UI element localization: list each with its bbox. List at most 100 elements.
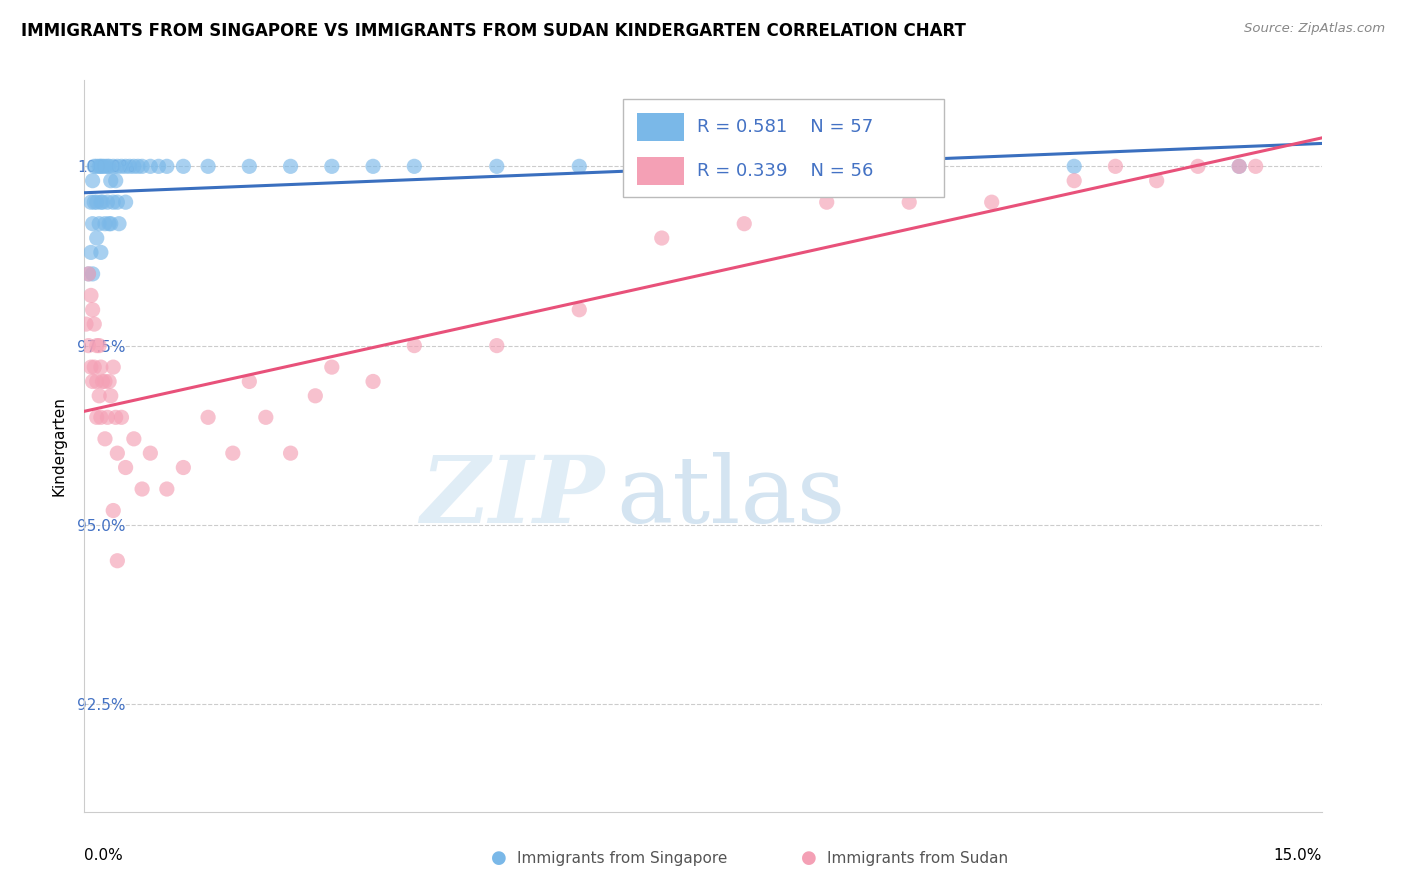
Point	[80, 360, 103, 375]
Point	[98, 217, 121, 231]
Point	[122, 159, 145, 173]
Point	[75, 317, 97, 331]
Point	[94, 375, 117, 389]
Point	[148, 159, 170, 173]
Point	[100, 217, 122, 231]
Point	[321, 360, 343, 375]
Point	[103, 159, 125, 173]
Point	[96, 159, 118, 173]
Point	[197, 159, 219, 173]
Point	[568, 159, 591, 173]
Point	[114, 195, 136, 210]
Point	[105, 195, 128, 210]
Point	[105, 159, 128, 173]
Point	[89, 338, 111, 352]
Point	[80, 288, 103, 302]
Point	[222, 446, 245, 460]
Text: Immigrants from Singapore: Immigrants from Singapore	[517, 851, 728, 865]
Point	[77, 267, 100, 281]
Point	[104, 410, 127, 425]
Bar	[637, 113, 685, 141]
Point	[485, 338, 508, 352]
Point	[105, 446, 128, 460]
Point	[86, 338, 108, 352]
Point	[118, 159, 141, 173]
Point	[1104, 159, 1126, 173]
Bar	[637, 157, 685, 185]
Point	[82, 217, 104, 231]
Text: R = 0.339    N = 56: R = 0.339 N = 56	[697, 162, 873, 180]
Point	[90, 360, 112, 375]
Point	[361, 159, 384, 173]
Point	[114, 159, 136, 173]
Point	[321, 159, 343, 173]
Point	[94, 217, 117, 231]
Point	[361, 375, 384, 389]
Point	[1146, 174, 1168, 188]
Point	[254, 410, 277, 425]
Point	[404, 338, 426, 352]
Point	[82, 302, 104, 317]
Point	[103, 360, 125, 375]
Text: ZIP: ZIP	[420, 452, 605, 542]
Point	[83, 159, 105, 173]
Point	[131, 482, 153, 496]
Point	[568, 302, 591, 317]
Point	[898, 195, 921, 210]
Point	[91, 195, 114, 210]
Point	[122, 432, 145, 446]
Point	[90, 159, 112, 173]
Point	[86, 375, 108, 389]
Point	[131, 159, 153, 173]
Point	[96, 195, 118, 210]
Text: IMMIGRANTS FROM SINGAPORE VS IMMIGRANTS FROM SUDAN KINDERGARTEN CORRELATION CHAR: IMMIGRANTS FROM SINGAPORE VS IMMIGRANTS …	[21, 22, 966, 40]
Point	[815, 159, 838, 173]
Point	[114, 460, 136, 475]
Point	[82, 174, 104, 188]
Text: Immigrants from Sudan: Immigrants from Sudan	[827, 851, 1008, 865]
Point	[83, 195, 105, 210]
Point	[1063, 159, 1085, 173]
Point	[77, 338, 100, 352]
Point	[96, 410, 118, 425]
Point	[980, 195, 1002, 210]
Point	[86, 159, 108, 173]
Point	[404, 159, 426, 173]
Point	[238, 375, 260, 389]
Point	[1227, 159, 1250, 173]
Point	[77, 267, 100, 281]
Text: atlas: atlas	[616, 452, 845, 542]
Point	[1187, 159, 1209, 173]
Point	[898, 159, 921, 173]
Point	[89, 389, 111, 403]
Point	[105, 554, 128, 568]
Point	[733, 159, 755, 173]
Point	[197, 410, 219, 425]
Text: Source: ZipAtlas.com: Source: ZipAtlas.com	[1244, 22, 1385, 36]
Point	[90, 410, 112, 425]
Point	[103, 195, 125, 210]
Point	[1227, 159, 1250, 173]
Point	[86, 231, 108, 245]
Point	[86, 410, 108, 425]
Point	[100, 174, 122, 188]
Text: 15.0%: 15.0%	[1274, 848, 1322, 863]
Point	[89, 159, 111, 173]
Point	[90, 245, 112, 260]
Point	[94, 159, 117, 173]
Point	[156, 482, 179, 496]
Point	[91, 159, 114, 173]
Point	[80, 195, 103, 210]
Point	[94, 432, 117, 446]
Point	[280, 446, 302, 460]
Point	[80, 245, 103, 260]
Point	[110, 410, 132, 425]
Point	[98, 375, 121, 389]
Point	[280, 159, 302, 173]
Point	[83, 360, 105, 375]
Text: R = 0.581    N = 57: R = 0.581 N = 57	[697, 118, 873, 136]
Point	[139, 159, 162, 173]
FancyBboxPatch shape	[623, 99, 945, 197]
Point	[100, 389, 122, 403]
Y-axis label: Kindergarten: Kindergarten	[51, 396, 66, 496]
